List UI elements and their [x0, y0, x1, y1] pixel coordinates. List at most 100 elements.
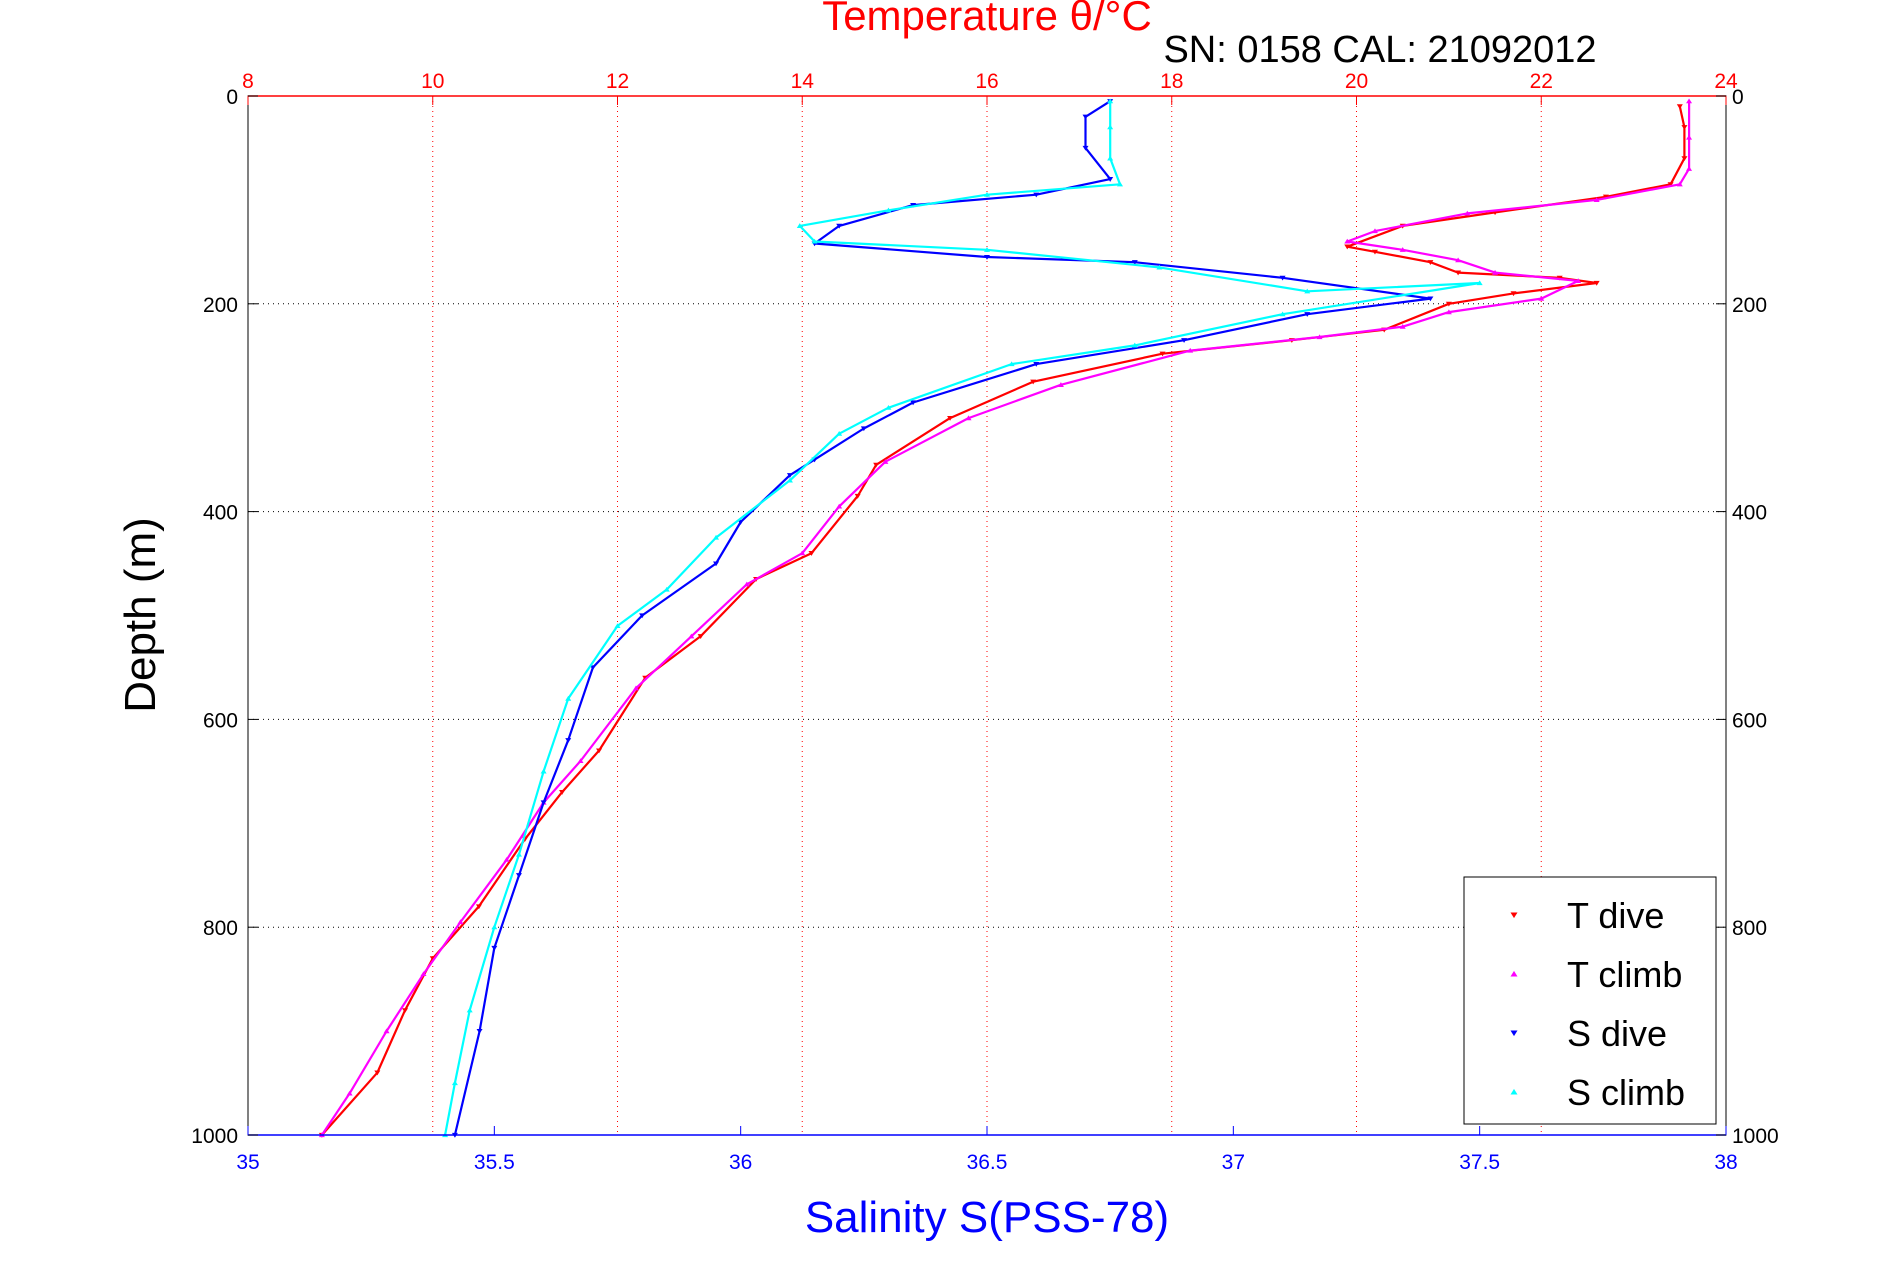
y-tick-label: 200	[203, 294, 238, 317]
data-point	[1427, 260, 1434, 265]
bottom-axis-title: Salinity S(PSS-78)	[805, 1193, 1169, 1242]
data-point	[1593, 280, 1600, 286]
data-point	[1131, 260, 1138, 265]
data-point	[1371, 249, 1378, 255]
data-point	[836, 430, 843, 436]
data-point	[854, 493, 861, 499]
data-point	[885, 405, 892, 410]
data-point	[808, 551, 815, 556]
data-point	[1344, 238, 1351, 244]
data-point	[1681, 125, 1688, 130]
data-point	[688, 633, 695, 639]
y-tick-label: 800	[203, 917, 238, 940]
bottom-tick-label: 36	[729, 1151, 752, 1174]
data-point	[1279, 311, 1286, 317]
top-tick-label: 10	[421, 70, 444, 93]
data-point	[786, 477, 793, 483]
series-s-dive	[451, 99, 1434, 1138]
data-point	[1427, 296, 1434, 302]
y-tick-label: 600	[203, 709, 238, 732]
data-point	[836, 503, 843, 509]
data-point	[737, 519, 744, 525]
data-point	[1464, 210, 1471, 216]
data-point	[984, 254, 990, 260]
legend-marker	[1510, 912, 1518, 919]
top-tick-label: 8	[242, 70, 254, 93]
top-tick-label: 20	[1345, 70, 1368, 93]
data-point	[1304, 288, 1311, 294]
y-tick-label: 400	[203, 502, 238, 525]
top-tick-label: 14	[791, 70, 815, 93]
data-point	[786, 473, 793, 478]
data-point	[515, 873, 522, 878]
data-point	[947, 415, 954, 421]
data-point	[1681, 156, 1688, 162]
data-point	[1107, 124, 1114, 130]
legend-label: S dive	[1567, 1013, 1667, 1054]
data-point	[466, 1007, 473, 1013]
data-point	[374, 1070, 381, 1076]
data-point	[1107, 98, 1114, 104]
legend-marker	[1510, 1088, 1518, 1095]
data-point	[451, 1080, 458, 1086]
data-point	[713, 561, 720, 567]
data-point	[491, 945, 498, 951]
y2-tick-label: 200	[1732, 294, 1767, 317]
data-point	[910, 400, 917, 406]
data-point	[873, 462, 880, 468]
data-point	[885, 207, 892, 213]
data-point	[632, 685, 639, 691]
data-point	[882, 459, 889, 464]
y2-tick-label: 0	[1732, 86, 1744, 109]
data-point	[1686, 134, 1693, 140]
legend: T dive T climb S dive S climb	[1463, 876, 1717, 1125]
data-point	[589, 665, 596, 671]
data-point	[1492, 269, 1499, 275]
data-point	[1455, 270, 1462, 276]
data-point	[1686, 166, 1693, 171]
data-point	[1082, 114, 1089, 120]
data-point	[713, 534, 720, 540]
data-point	[1107, 177, 1114, 182]
data-point	[1344, 244, 1351, 250]
data-point	[1082, 145, 1089, 151]
data-point	[1676, 104, 1683, 110]
data-point	[1371, 228, 1378, 234]
data-point	[1399, 323, 1406, 329]
data-point	[811, 238, 818, 244]
bottom-tick-label: 37.5	[1459, 1151, 1500, 1174]
data-point	[796, 223, 803, 228]
legend-label: T dive	[1567, 895, 1664, 936]
top-tick-label: 22	[1530, 70, 1553, 93]
data-point	[1030, 379, 1037, 385]
data-point	[1117, 181, 1124, 187]
top-tick-label: 12	[606, 70, 629, 93]
legend-box	[1463, 876, 1717, 1125]
data-point	[420, 971, 427, 977]
data-point	[577, 758, 584, 764]
data-point	[402, 1008, 409, 1014]
data-point	[346, 1090, 353, 1096]
y-tick-label: 1000	[191, 1125, 238, 1148]
data-point	[1455, 257, 1462, 263]
legend-marker	[1510, 1030, 1518, 1037]
data-point	[836, 223, 843, 229]
data-point	[1538, 295, 1545, 301]
data-point	[540, 800, 547, 806]
data-point	[1181, 338, 1188, 343]
data-point	[1476, 280, 1483, 286]
data-point	[457, 919, 464, 925]
data-point	[1304, 312, 1311, 317]
data-point	[743, 581, 750, 587]
series-layer	[318, 98, 1693, 1138]
data-point	[491, 924, 498, 930]
data-point	[475, 904, 482, 910]
data-point	[1399, 247, 1406, 252]
y2-tick-label: 1000	[1732, 1125, 1779, 1148]
data-point	[559, 790, 566, 795]
data-point	[515, 851, 522, 857]
data-point	[697, 634, 704, 639]
data-point	[503, 856, 510, 862]
data-point	[965, 415, 972, 421]
